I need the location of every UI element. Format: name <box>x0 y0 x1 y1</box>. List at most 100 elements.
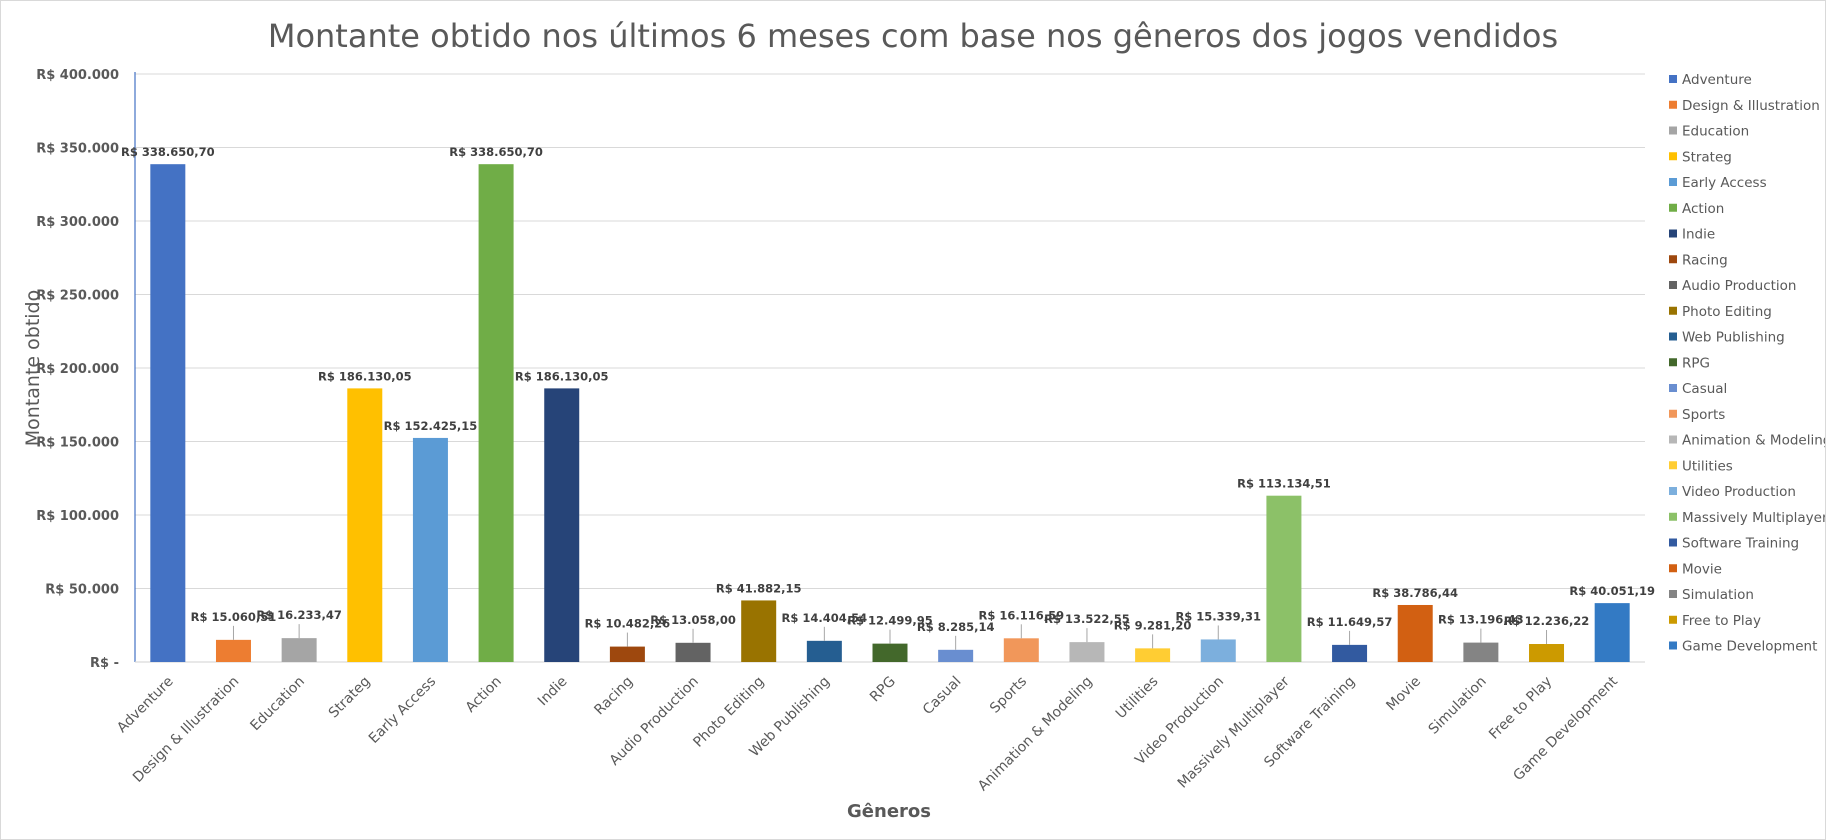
bar <box>872 643 908 662</box>
x-tick-label: Indie <box>535 674 571 710</box>
bar <box>1529 644 1565 662</box>
data-label: R$ 14.404,54 <box>782 611 868 625</box>
bar <box>741 600 777 662</box>
data-label: R$ 38.786,44 <box>1372 586 1458 600</box>
legend-entry: Movie <box>1682 561 1722 577</box>
legend-swatch <box>1669 590 1677 598</box>
y-tick-label: R$ 300.000 <box>36 215 119 230</box>
legend-swatch <box>1669 615 1677 624</box>
legend-swatch <box>1669 152 1677 161</box>
data-label: R$ 12.499,95 <box>847 614 933 628</box>
legend-entry: RPG <box>1682 355 1710 371</box>
y-axis-title: Montante obtido <box>22 290 44 446</box>
bar <box>347 388 383 662</box>
legend-entry: Early Access <box>1682 175 1767 191</box>
bar <box>478 164 514 662</box>
x-tick-label: RPG <box>867 674 899 706</box>
legend-entry: Design & Illustration <box>1682 98 1820 114</box>
legend-entry: Education <box>1682 124 1749 140</box>
legend-swatch <box>1669 358 1677 367</box>
legend-swatch <box>1669 384 1677 392</box>
y-tick-label: R$ 150.000 <box>36 436 119 451</box>
y-axis-ticks: R$ - R$ 50.000 R$ 100.000 R$ 150.000 R$ 200.… <box>36 68 119 671</box>
bar <box>1069 642 1105 662</box>
legend-swatch <box>1669 75 1677 83</box>
y-tick-label: R$ 250.000 <box>36 289 119 304</box>
bar <box>1135 648 1171 662</box>
bar <box>150 164 186 662</box>
x-tick-label: Strateg <box>326 674 374 722</box>
legend-entry: Casual <box>1682 381 1727 397</box>
legend-swatch <box>1669 487 1677 495</box>
legend-swatch <box>1669 332 1677 341</box>
legend-swatch <box>1669 100 1677 109</box>
legend-entry: Free to Play <box>1682 613 1761 629</box>
data-label: R$ 15.339,31 <box>1175 609 1261 623</box>
data-label: R$ 12.236,22 <box>1504 614 1590 628</box>
legend-entry: Action <box>1682 201 1724 217</box>
bar <box>544 388 580 662</box>
data-label: R$ 13.196,43 <box>1438 613 1524 627</box>
data-label: R$ 152.425,15 <box>384 419 478 433</box>
legend-entry: Video Production <box>1682 484 1796 500</box>
legend: Adventure Design & Illustration Education S… <box>1669 72 1825 655</box>
bar <box>1200 639 1236 662</box>
data-label: R$ 10.482,26 <box>585 617 671 631</box>
legend-swatch <box>1669 461 1677 470</box>
x-tick-label: Education <box>247 674 308 735</box>
legend-entry: Software Training <box>1682 536 1799 552</box>
x-tick-label: Animation & Modeling <box>975 674 1096 795</box>
data-label: R$ 11.649,57 <box>1307 615 1393 629</box>
legend-entry: Web Publishing <box>1682 330 1785 346</box>
legend-entry: Indie <box>1682 227 1715 243</box>
x-tick-label: Action <box>463 674 505 716</box>
legend-entry: Racing <box>1682 252 1728 268</box>
legend-swatch <box>1669 203 1677 212</box>
x-tick-label: Racing <box>591 674 636 719</box>
bar <box>1332 644 1368 662</box>
legend-entry: Strateg <box>1682 149 1732 165</box>
data-label: R$ 338.650,70 <box>121 145 215 159</box>
data-label: R$ 186.130,05 <box>318 369 412 383</box>
data-label: R$ 15.060,51 <box>191 610 277 624</box>
legend-entry: Animation & Modeling <box>1682 433 1825 449</box>
data-label: R$ 13.522,55 <box>1044 612 1130 626</box>
y-tick-label: R$ 350.000 <box>36 142 119 157</box>
bar <box>609 646 645 662</box>
y-tick-label: R$ - <box>90 656 119 671</box>
data-label: R$ 338.650,70 <box>449 145 543 159</box>
legend-swatch <box>1669 641 1677 650</box>
legend-swatch <box>1669 538 1677 547</box>
legend-entry: Audio Production <box>1682 278 1797 294</box>
x-tick-label: Simulation <box>1426 674 1490 738</box>
bar <box>412 437 448 662</box>
legend-swatch <box>1669 255 1677 264</box>
legend-swatch <box>1669 409 1677 418</box>
data-label: R$ 113.134,51 <box>1237 477 1331 491</box>
x-tick-label: Utilities <box>1113 674 1162 723</box>
x-tick-label: Adventure <box>114 674 177 737</box>
legend-entry: Game Development <box>1682 639 1817 655</box>
legend-entry: Utilities <box>1682 458 1733 474</box>
x-axis-title: Gêneros <box>847 801 931 822</box>
data-label: R$ 16.233,47 <box>256 608 342 622</box>
data-label: R$ 9.281,20 <box>1114 618 1192 632</box>
legend-entry: Sports <box>1682 407 1725 423</box>
bar <box>938 649 974 662</box>
bar <box>1266 495 1302 662</box>
data-label: R$ 8.285,14 <box>917 620 995 634</box>
bar <box>675 642 711 662</box>
data-label: R$ 186.130,05 <box>515 369 609 383</box>
x-tick-label: Casual <box>920 674 965 719</box>
x-tick-label: Sports <box>987 674 1030 717</box>
legend-entry: Massively Multiplayer <box>1682 510 1825 526</box>
bar <box>1397 604 1433 662</box>
x-tick-label: Design & Illustration <box>130 674 242 786</box>
bar <box>1463 642 1499 662</box>
bar <box>281 638 317 662</box>
legend-swatch <box>1669 306 1677 315</box>
x-tick-label: Free to Play <box>1486 674 1555 743</box>
